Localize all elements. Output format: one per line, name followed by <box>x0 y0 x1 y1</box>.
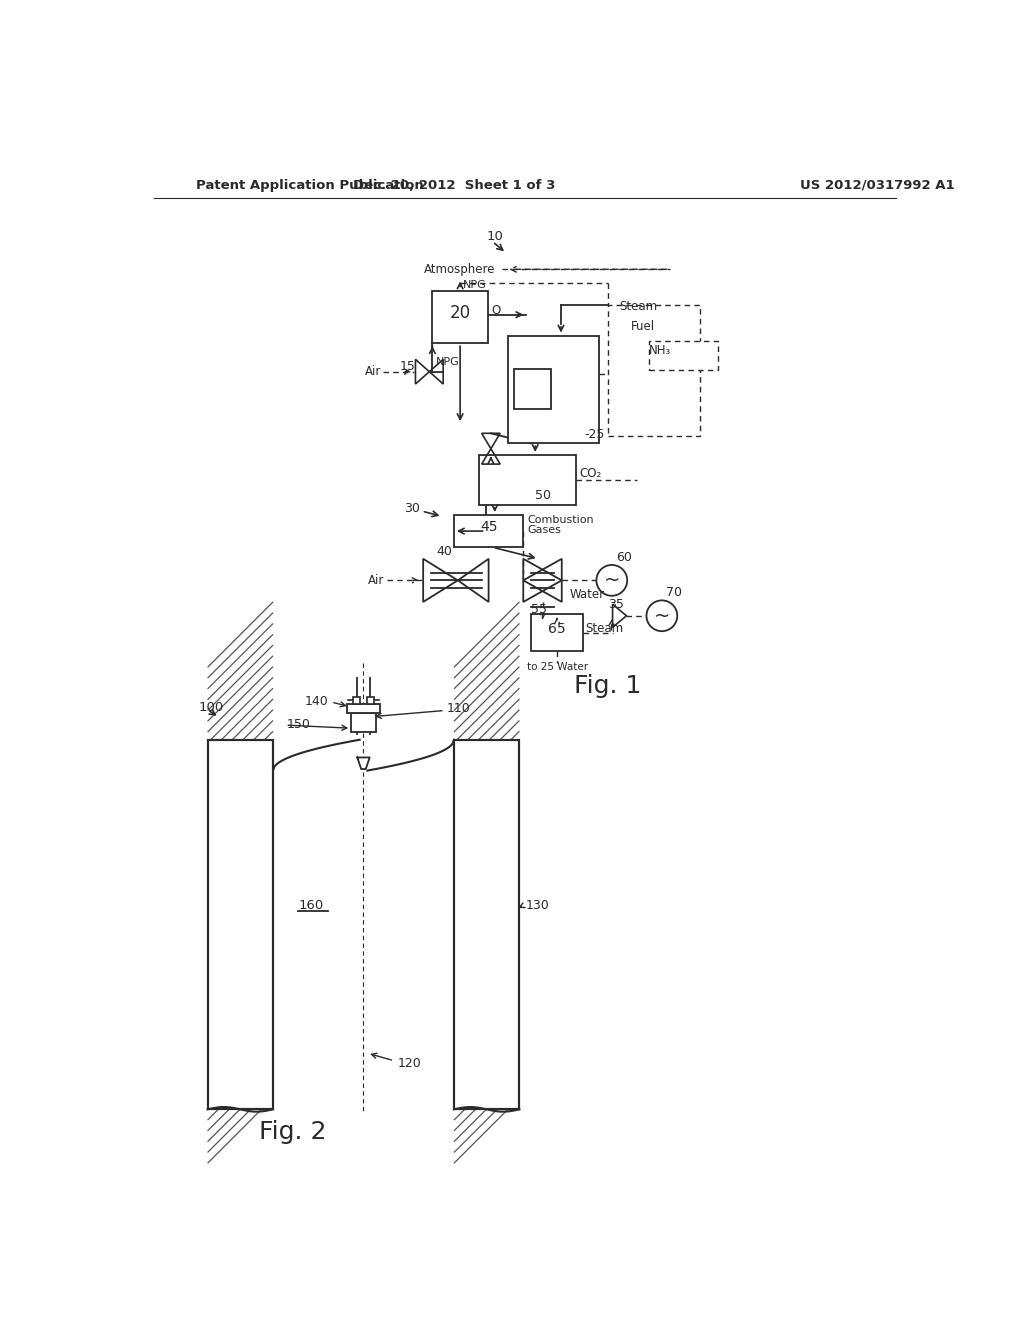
Bar <box>351 713 376 733</box>
Text: ~: ~ <box>603 570 620 590</box>
Text: 65: 65 <box>548 622 566 636</box>
Bar <box>346 704 381 713</box>
Text: -25: -25 <box>585 428 605 441</box>
Text: 10: 10 <box>486 231 503 243</box>
Text: Dec. 20, 2012  Sheet 1 of 3: Dec. 20, 2012 Sheet 1 of 3 <box>353 178 555 191</box>
Bar <box>454 739 519 1109</box>
Text: Fig. 1: Fig. 1 <box>574 673 642 698</box>
Bar <box>479 455 575 506</box>
Text: Gases: Gases <box>527 524 561 535</box>
Text: Atmosphere: Atmosphere <box>424 263 496 276</box>
Text: 45: 45 <box>480 520 498 535</box>
Text: O: O <box>492 305 501 317</box>
Text: 160: 160 <box>299 899 325 912</box>
Text: Fig. 2: Fig. 2 <box>258 1121 326 1144</box>
Bar <box>352 697 360 704</box>
Text: NH₃: NH₃ <box>649 345 672 358</box>
Text: 35: 35 <box>608 598 624 611</box>
Bar <box>208 739 273 1109</box>
Text: 130: 130 <box>525 899 549 912</box>
Text: CO₂: CO₂ <box>580 467 602 480</box>
Polygon shape <box>357 758 370 770</box>
Text: 15: 15 <box>399 360 416 372</box>
Text: NPG: NPG <box>435 358 459 367</box>
Text: 120: 120 <box>398 1056 422 1069</box>
Text: 60: 60 <box>615 550 632 564</box>
Text: 30: 30 <box>403 502 420 515</box>
Text: Air: Air <box>369 574 385 587</box>
Text: Combustion: Combustion <box>527 515 594 524</box>
Text: 150: 150 <box>287 718 310 731</box>
Text: Water: Water <box>569 587 604 601</box>
Text: 40: 40 <box>436 545 452 557</box>
Text: Patent Application Publication: Patent Application Publication <box>196 178 424 191</box>
Text: ~: ~ <box>653 606 670 626</box>
Text: US 2012/0317992 A1: US 2012/0317992 A1 <box>801 178 955 191</box>
Text: 140: 140 <box>305 694 329 708</box>
Text: 110: 110 <box>446 702 470 715</box>
Bar <box>531 614 584 651</box>
Bar <box>208 739 273 1109</box>
Text: NPG: NPG <box>463 280 486 289</box>
Bar <box>432 290 487 343</box>
Text: 100: 100 <box>199 701 223 714</box>
Text: 20: 20 <box>450 304 471 322</box>
Bar <box>649 341 718 370</box>
Text: 55: 55 <box>530 603 547 616</box>
Bar <box>454 515 523 548</box>
Text: Air: Air <box>365 366 381 379</box>
Text: to 25 Water: to 25 Water <box>526 661 588 672</box>
Text: 50: 50 <box>536 490 551 502</box>
Bar <box>454 739 519 1109</box>
Bar <box>514 368 551 409</box>
Bar <box>508 335 599 444</box>
Text: Steam: Steam <box>585 622 623 635</box>
Bar <box>367 697 374 704</box>
Text: Steam: Steam <box>620 300 657 313</box>
Text: Fuel: Fuel <box>631 319 655 333</box>
Text: 70: 70 <box>666 586 682 599</box>
Bar <box>608 305 700 436</box>
